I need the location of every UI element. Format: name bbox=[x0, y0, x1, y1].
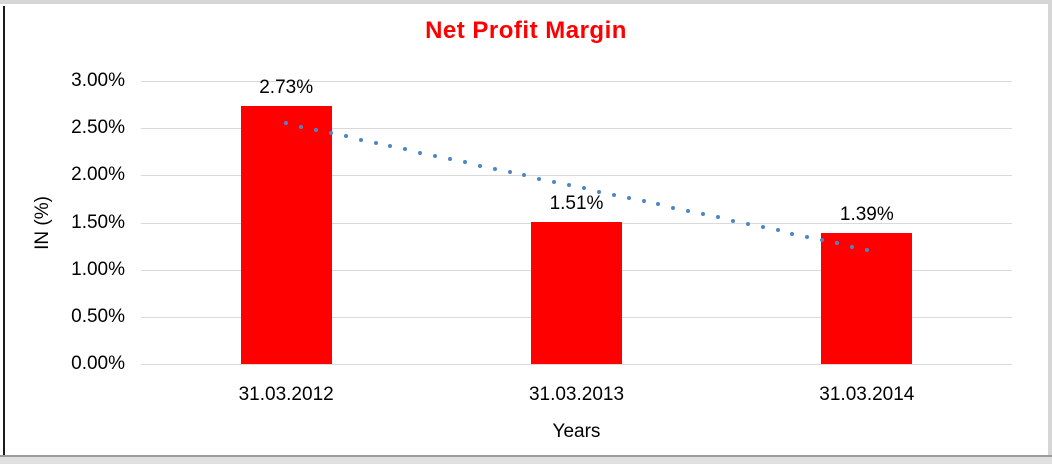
x-axis-category-label: 31.03.2014 bbox=[819, 384, 915, 405]
y-axis-tick-label: 0.00% bbox=[71, 353, 125, 374]
y-axis-tick-label: 3.00% bbox=[71, 70, 125, 91]
trendline-dot bbox=[358, 137, 363, 142]
trendline-dot bbox=[611, 192, 616, 197]
trendline-dot bbox=[701, 212, 706, 217]
trendline-dot bbox=[328, 131, 333, 136]
trendline-dot bbox=[373, 140, 378, 145]
frame-bottom-border bbox=[0, 455, 1052, 457]
trendline-dot bbox=[403, 147, 408, 152]
trendline-dot bbox=[820, 238, 825, 243]
trendline-dot bbox=[835, 241, 840, 246]
trendline-dot bbox=[477, 163, 482, 168]
trendline-dot bbox=[567, 183, 572, 188]
trendline-dot bbox=[596, 189, 601, 194]
y-axis-tick-label: 1.00% bbox=[71, 259, 125, 280]
trendline-dot bbox=[299, 124, 304, 129]
trendline-dot bbox=[418, 150, 423, 155]
trendline-dot bbox=[462, 160, 467, 165]
trendline-dot bbox=[849, 244, 854, 249]
trendline-dot bbox=[447, 157, 452, 162]
gridline bbox=[141, 81, 1012, 82]
gridline bbox=[141, 364, 1012, 365]
trendline-dot bbox=[686, 208, 691, 213]
trendline-dot bbox=[433, 153, 438, 158]
frame-left-border bbox=[3, 6, 5, 455]
trendline-dot bbox=[730, 218, 735, 223]
trendline-dot bbox=[313, 127, 318, 132]
trendline-dot bbox=[507, 170, 512, 175]
frame-right-border bbox=[1048, 0, 1052, 464]
trendline-dot bbox=[552, 179, 557, 184]
trendline-dot bbox=[626, 195, 631, 200]
trendline-dot bbox=[775, 228, 780, 233]
bar bbox=[240, 106, 332, 364]
trendline-dot bbox=[522, 173, 527, 178]
bar bbox=[531, 221, 622, 364]
trendline-dot bbox=[671, 205, 676, 210]
trendline-dot bbox=[343, 134, 348, 139]
trendline-dot bbox=[760, 225, 765, 230]
gridline bbox=[141, 128, 1012, 129]
y-axis-tick-label: 1.50% bbox=[71, 212, 125, 233]
trendline-dot bbox=[715, 215, 720, 220]
frame-bottom-strip bbox=[0, 457, 1052, 464]
bar-data-label: 2.73% bbox=[259, 77, 314, 99]
x-axis-category-label: 31.03.2012 bbox=[238, 384, 334, 405]
trendline-dot bbox=[641, 199, 646, 204]
y-axis-tick-label: 0.50% bbox=[71, 306, 125, 327]
trendline-dot bbox=[581, 186, 586, 191]
trendline-dot bbox=[790, 231, 795, 236]
bar-data-label: 1.39% bbox=[839, 203, 894, 225]
trendline-dot bbox=[745, 221, 750, 226]
trendline-dot bbox=[492, 166, 497, 171]
trendline-dot bbox=[284, 121, 289, 126]
bar-data-label: 1.51% bbox=[549, 192, 604, 214]
frame-top-border bbox=[0, 0, 1052, 4]
trendline-dot bbox=[864, 247, 869, 252]
bar bbox=[821, 232, 913, 364]
y-axis-tick-label: 2.50% bbox=[71, 117, 125, 138]
chart-title: Net Profit Margin bbox=[425, 17, 627, 44]
trendline-dot bbox=[537, 176, 542, 181]
gridline bbox=[141, 175, 1012, 176]
y-axis-tick-label: 2.00% bbox=[71, 164, 125, 185]
trendline-dot bbox=[656, 202, 661, 207]
trendline-dot bbox=[388, 144, 393, 149]
x-axis-title: Years bbox=[552, 421, 601, 442]
trendline-dot bbox=[805, 234, 810, 239]
x-axis-category-label: 31.03.2013 bbox=[528, 384, 625, 405]
